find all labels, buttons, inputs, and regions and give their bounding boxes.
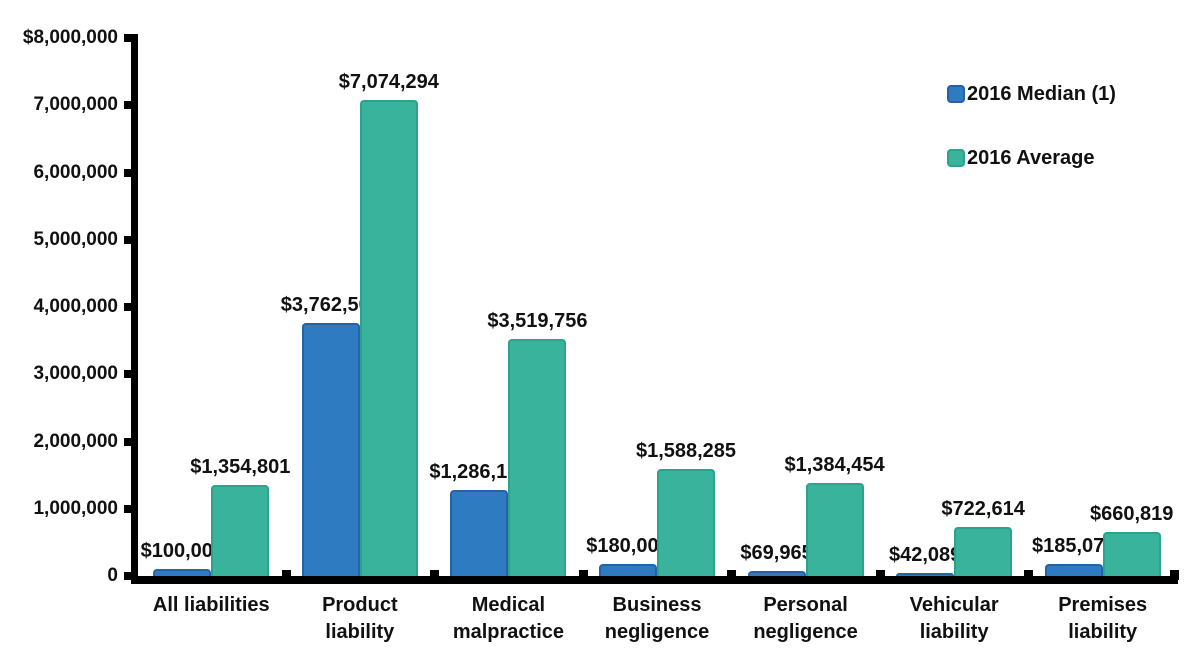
y-axis-tick-label: 7,000,000 <box>33 94 118 116</box>
median-bar-personal-negligence <box>747 571 806 576</box>
y-axis-tick <box>124 504 133 513</box>
category-label-personal-negligence: Personal negligence <box>753 594 858 643</box>
median-value-label-vehicular-liability: $42,089 <box>888 544 962 567</box>
y-axis-tick-label: 6,000,000 <box>33 161 118 183</box>
x-axis-end-tick <box>1170 570 1179 580</box>
category-label-product-liability: Product liability <box>322 594 398 643</box>
category-label-vehicular-liability: Vehicular liability <box>909 594 999 643</box>
average-value-label-vehicular-liability: $722,614 <box>941 498 1025 521</box>
category-label-medical-malpractice: Medical malpractice <box>452 594 564 643</box>
average-bar-business-negligence <box>657 469 715 576</box>
y-axis-tick-label: 5,000,000 <box>33 228 118 250</box>
legend-label-average: 2016 Average <box>967 146 1095 169</box>
y-axis-tick-label: $8,000,000 <box>22 27 118 48</box>
average-bar-medical-malpractice <box>508 339 567 576</box>
legend-label-median: 2016 Median (1) <box>967 82 1116 105</box>
y-axis-tick <box>124 168 133 177</box>
x-axis-tick <box>430 570 440 580</box>
x-axis-tick <box>727 570 737 580</box>
median-bar-business-negligence <box>599 563 657 576</box>
average-bar-all-liabilities <box>211 484 270 576</box>
legend-item-median: 2016 Median (1) <box>947 83 1116 105</box>
average-bar-vehicular-liability <box>954 527 1013 576</box>
median-bar-medical-malpractice <box>450 489 509 576</box>
average-value-label-product-liability: $7,074,294 <box>338 71 439 94</box>
average-value-label-all-liabilities: $1,354,801 <box>190 455 291 478</box>
average-bar-product-liability <box>359 100 418 576</box>
median-value-label-all-liabilities: $100,000 <box>140 540 224 563</box>
median-value-label-product-liability: $3,762,500 <box>280 293 381 316</box>
average-legend-swatch-icon <box>947 149 965 167</box>
category-label-premises-liability: Premises liability <box>1058 594 1148 643</box>
y-axis-tick-label: 3,000,000 <box>33 363 118 385</box>
y-axis-tick <box>124 303 133 311</box>
median-value-label-personal-negligence: $69,965 <box>740 542 813 565</box>
average-value-label-business-negligence: $1,588,285 <box>635 440 737 463</box>
legend-item-average: 2016 Average <box>947 147 1116 169</box>
median-bar-product-liability <box>301 322 360 576</box>
y-axis-line <box>131 34 138 584</box>
plot-area: $100,000 $1,354,801 $3,762,500 $7,074,294 $1… <box>137 38 1177 576</box>
category-label-all-liabilities: All liabilities <box>152 594 270 616</box>
x-axis-line <box>131 576 1178 584</box>
y-axis-tick <box>124 34 133 42</box>
average-value-label-premises-liability: $660,819 <box>1089 502 1174 525</box>
median-value-label-premises-liability: $185,079 <box>1031 534 1116 557</box>
median-bar-vehicular-liability <box>896 573 955 576</box>
median-bar-premises-liability <box>1044 563 1103 576</box>
average-bar-premises-liability <box>1102 531 1161 576</box>
average-bar-personal-negligence <box>805 482 864 576</box>
category-label-business-negligence: Business negligence <box>604 594 710 643</box>
legend: 2016 Median (1) 2016 Average <box>947 83 1116 211</box>
y-axis-tick-label: 1,000,000 <box>33 497 118 519</box>
y-axis-tick <box>124 101 133 110</box>
y-axis-tick-label: 2,000,000 <box>33 430 118 452</box>
y-axis-tick <box>124 235 133 244</box>
y-axis-tick <box>124 370 133 379</box>
y-axis-tick-label: 4,000,000 <box>33 296 118 317</box>
x-axis-tick <box>1024 570 1034 580</box>
median-legend-swatch-icon <box>947 85 965 103</box>
median-bar-all-liabilities <box>153 569 212 576</box>
y-axis-tick-label: 0 <box>107 565 118 586</box>
average-value-label-personal-negligence: $1,384,454 <box>784 453 885 476</box>
median-value-label-medical-malpractice: $1,286,150 <box>429 460 530 483</box>
y-axis-tick <box>124 572 133 580</box>
average-value-label-medical-malpractice: $3,519,756 <box>487 310 588 333</box>
y-axis-tick <box>124 437 133 446</box>
x-axis-tick <box>875 570 885 580</box>
median-value-label-business-negligence: $180,000 <box>586 534 670 557</box>
x-axis-tick <box>578 570 588 580</box>
x-axis-tick <box>281 570 291 580</box>
